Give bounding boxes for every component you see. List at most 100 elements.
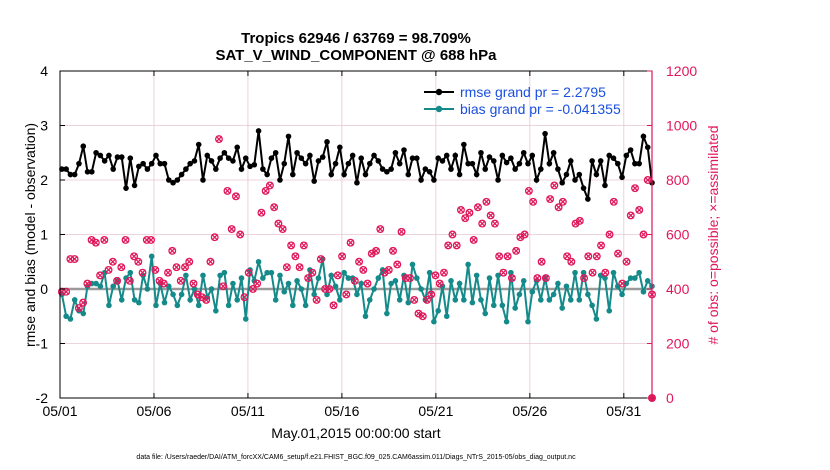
obs-possible-point [626,211,635,220]
obs-possible-point [359,265,368,274]
obs-possible-point [138,268,147,277]
rmse-point [379,166,386,172]
bias-point [602,275,608,281]
obs-possible-point [605,230,614,239]
obs-possible-point [304,274,313,283]
rmse-point [366,160,373,167]
obs-possible-point [537,257,546,266]
bias-point [289,302,296,309]
obs-possible-point [423,295,431,304]
rmse-point [550,149,557,156]
obs-possible-point [142,235,151,244]
rmse-point [302,160,309,167]
rmse-point [597,158,604,164]
bias-point [123,275,129,281]
rmse-point [195,141,202,148]
obs-possible-point [350,276,359,285]
obs-possible-point [287,241,296,250]
rmse-point [606,152,613,159]
obs-assimilated-point [406,274,414,282]
obs-possible-point [236,230,245,239]
obs-assimilated-point [614,250,622,257]
obs-assimilated-point [398,228,405,236]
bias-point [392,278,399,284]
rmse-point [538,166,544,172]
obs-assimilated-point [580,274,588,282]
obs-possible-point [389,246,397,255]
obs-assimilated-point [585,253,592,260]
obs-possible-point [83,279,92,288]
rmse-point [324,139,330,145]
rmse-point [178,171,185,178]
obs-possible-point [452,241,461,250]
rmse-point [337,144,343,151]
bias-point [495,272,501,279]
rmse-point [131,182,138,189]
obs-assimilated-point [521,231,528,238]
obs-possible-point [563,252,572,261]
obs-possible-point [482,197,491,206]
obs-assimilated-point [589,269,596,276]
obs-possible-point [355,257,364,266]
rmse-point [345,160,352,167]
bias-point [362,313,369,320]
obs-assimilated-point [559,198,567,206]
bias-point [277,272,283,279]
obs-possible-point [257,208,266,217]
obs-assimilated-point [631,184,639,192]
obs-possible-point [270,203,279,212]
obs-possible-point [609,197,618,206]
bias-point [183,272,189,279]
rmse-point [632,160,638,167]
rmse-point [281,160,288,167]
obs-assimilated-point [113,277,121,285]
obs-possible-point [622,257,631,266]
rmse-point [230,158,236,164]
obs-possible-point [164,268,172,277]
obs-assimilated-point [215,135,223,143]
obs-assimilated-point [283,263,291,271]
rmse-point [153,152,159,159]
y-right-tick-label: 200 [666,336,690,352]
obs-possible-point [338,252,347,261]
bias-point [435,308,441,314]
bias-point [187,297,193,303]
bias-point [272,297,279,303]
obs-assimilated-point [228,225,235,233]
bias-point [418,286,424,292]
bias-point [580,269,587,276]
obs-assimilated-point [534,274,541,282]
obs-assimilated-point [394,261,401,268]
obs-possible-point [202,295,211,304]
obs-possible-point [244,268,253,277]
bias-point [461,297,467,303]
rmse-point [221,149,228,156]
bias-point [328,272,335,279]
obs-possible-point [159,279,168,288]
obs-possible-point [265,181,274,190]
obs-possible-point [363,279,372,288]
bias-point [213,308,219,314]
y-right-tick-label: 0 [666,390,674,406]
obs-possible-point [291,252,300,261]
rmse-point [255,128,262,134]
x-tick-label: 05/01 [42,403,77,419]
bias-point [525,318,531,325]
axes: 05/01 05/06 05/11 05/16 05/21 05/26 05/31 -2 -1 0… [36,63,698,419]
rmse-point [76,160,82,167]
rmse-point [93,149,99,156]
bias-point [503,318,510,325]
rmse-point [114,154,121,160]
bias-point [264,269,270,276]
obs-assimilated-point [202,296,210,304]
rmse-point [593,171,600,178]
rmse-point [247,163,253,170]
rmse-point [443,152,450,159]
rmse-point [183,166,189,172]
rmse-point [213,166,219,172]
obs-possible-point [108,257,117,266]
obs-possible-point [79,298,88,307]
bias-point [230,280,236,287]
obs-assimilated-point [440,269,448,276]
